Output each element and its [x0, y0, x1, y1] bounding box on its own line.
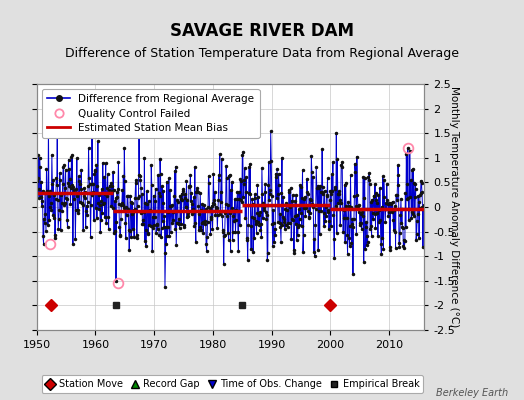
Y-axis label: Monthly Temperature Anomaly Difference (°C): Monthly Temperature Anomaly Difference (…: [450, 86, 460, 328]
Text: Berkeley Earth: Berkeley Earth: [436, 388, 508, 398]
Legend: Station Move, Record Gap, Time of Obs. Change, Empirical Break: Station Move, Record Gap, Time of Obs. C…: [41, 375, 423, 393]
Legend: Difference from Regional Average, Quality Control Failed, Estimated Station Mean: Difference from Regional Average, Qualit…: [42, 89, 259, 138]
Text: SAVAGE RIVER DAM: SAVAGE RIVER DAM: [170, 22, 354, 40]
Text: Difference of Station Temperature Data from Regional Average: Difference of Station Temperature Data f…: [65, 47, 459, 60]
